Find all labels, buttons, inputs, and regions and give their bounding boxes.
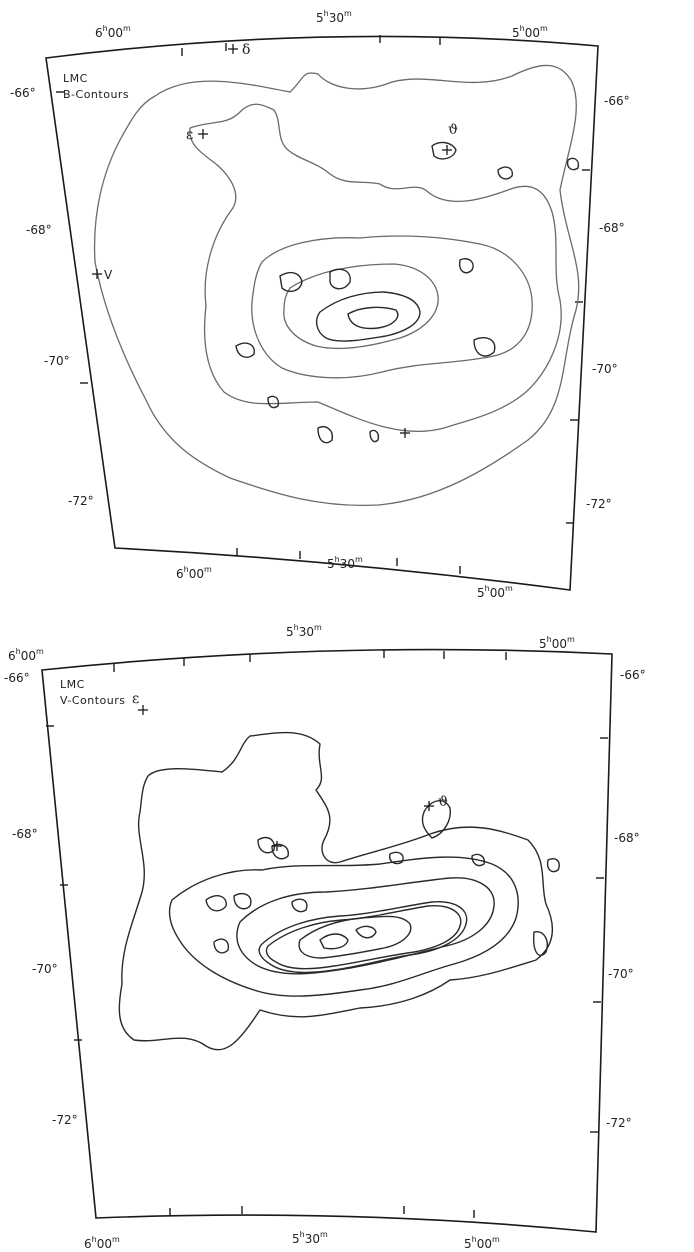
panel-b-dec-left-66: -66° [10,86,36,100]
panel-v-ra-top-right: 5h00m [539,635,575,651]
panel-v-ra-bottom-mid: 5h30m [292,1230,328,1246]
panel-b-dec-left-68: -68° [26,223,52,237]
panel-b-frame [45,35,599,591]
panel-b-ra-bottom-right: 5h00m [477,584,513,600]
panel-b-ra-bottom-left: 6h00m [176,565,212,581]
panel-b-ra-top-right: 5h00m [512,24,548,40]
panel-b-ra-bottom-mid: 5h30m [327,555,363,571]
panel-b-title-lmc: LMC [63,72,88,85]
panel-v-dec-left-72: -72° [52,1113,78,1127]
star-epsilon-label: ε [186,127,193,143]
panel-v-contours-lines [118,731,560,1051]
star-v-label: V [104,268,113,282]
star-theta-label: ϑ [448,122,458,138]
panel-v-ra-top-mid: 5h30m [286,623,322,639]
star-epsilon-label-v: ε [132,691,139,707]
star-theta-label-v: ϑ [438,794,448,810]
star-delta-label: δ [242,42,250,58]
panel-b-ra-top-mid: 5h30m [316,9,352,25]
panel-b-dec-right-66: -66° [604,94,630,108]
panel-v-stars: ε ϑ [132,691,448,851]
panel-v-contours: 6h00m 5h30m 5h00m 6h00m 5h30m 5h00m -66°… [4,623,646,1251]
panel-b-ra-top-left: 6h00m [95,24,131,40]
panel-b-title-contours: B-Contours [63,88,129,101]
panel-v-dec-left-70: -70° [32,962,58,976]
panel-v-ra-bottom-left: 6h00m [84,1235,120,1251]
panel-v-dec-left-66: -66° [4,671,30,685]
panel-v-dec-right-72: -72° [606,1116,632,1130]
panel-v-title-contours: V-Contours [60,694,126,707]
panel-v-dec-left-68: -68° [12,827,38,841]
panel-b-dec-right-70: -70° [592,362,618,376]
panel-v-ra-bottom-right: 5h00m [464,1235,500,1251]
panel-v-dec-right-68: -68° [614,831,640,845]
panel-b-dec-right-68: -68° [599,221,625,235]
panel-v-ra-top-left: 6h00m [8,647,44,663]
panel-b-dec-right-72: -72° [586,497,612,511]
panel-v-dec-right-70: -70° [608,967,634,981]
panel-b-contours: 6h00m 5h30m 5h00m 6h00m 5h30m 5h00m -66°… [10,9,630,600]
panel-b-dec-left-70: -70° [44,354,70,368]
panel-v-title-lmc: LMC [60,678,85,691]
panel-b-stars: δ ε V ϑ [92,42,458,438]
panel-v-frame [41,648,613,1233]
panel-v-dec-right-66: -66° [620,668,646,682]
panel-b-dec-left-72: -72° [68,494,94,508]
panel-b-ticks [56,35,590,574]
panel-v-ticks [46,650,608,1218]
panel-b-contours-lines [93,64,580,507]
